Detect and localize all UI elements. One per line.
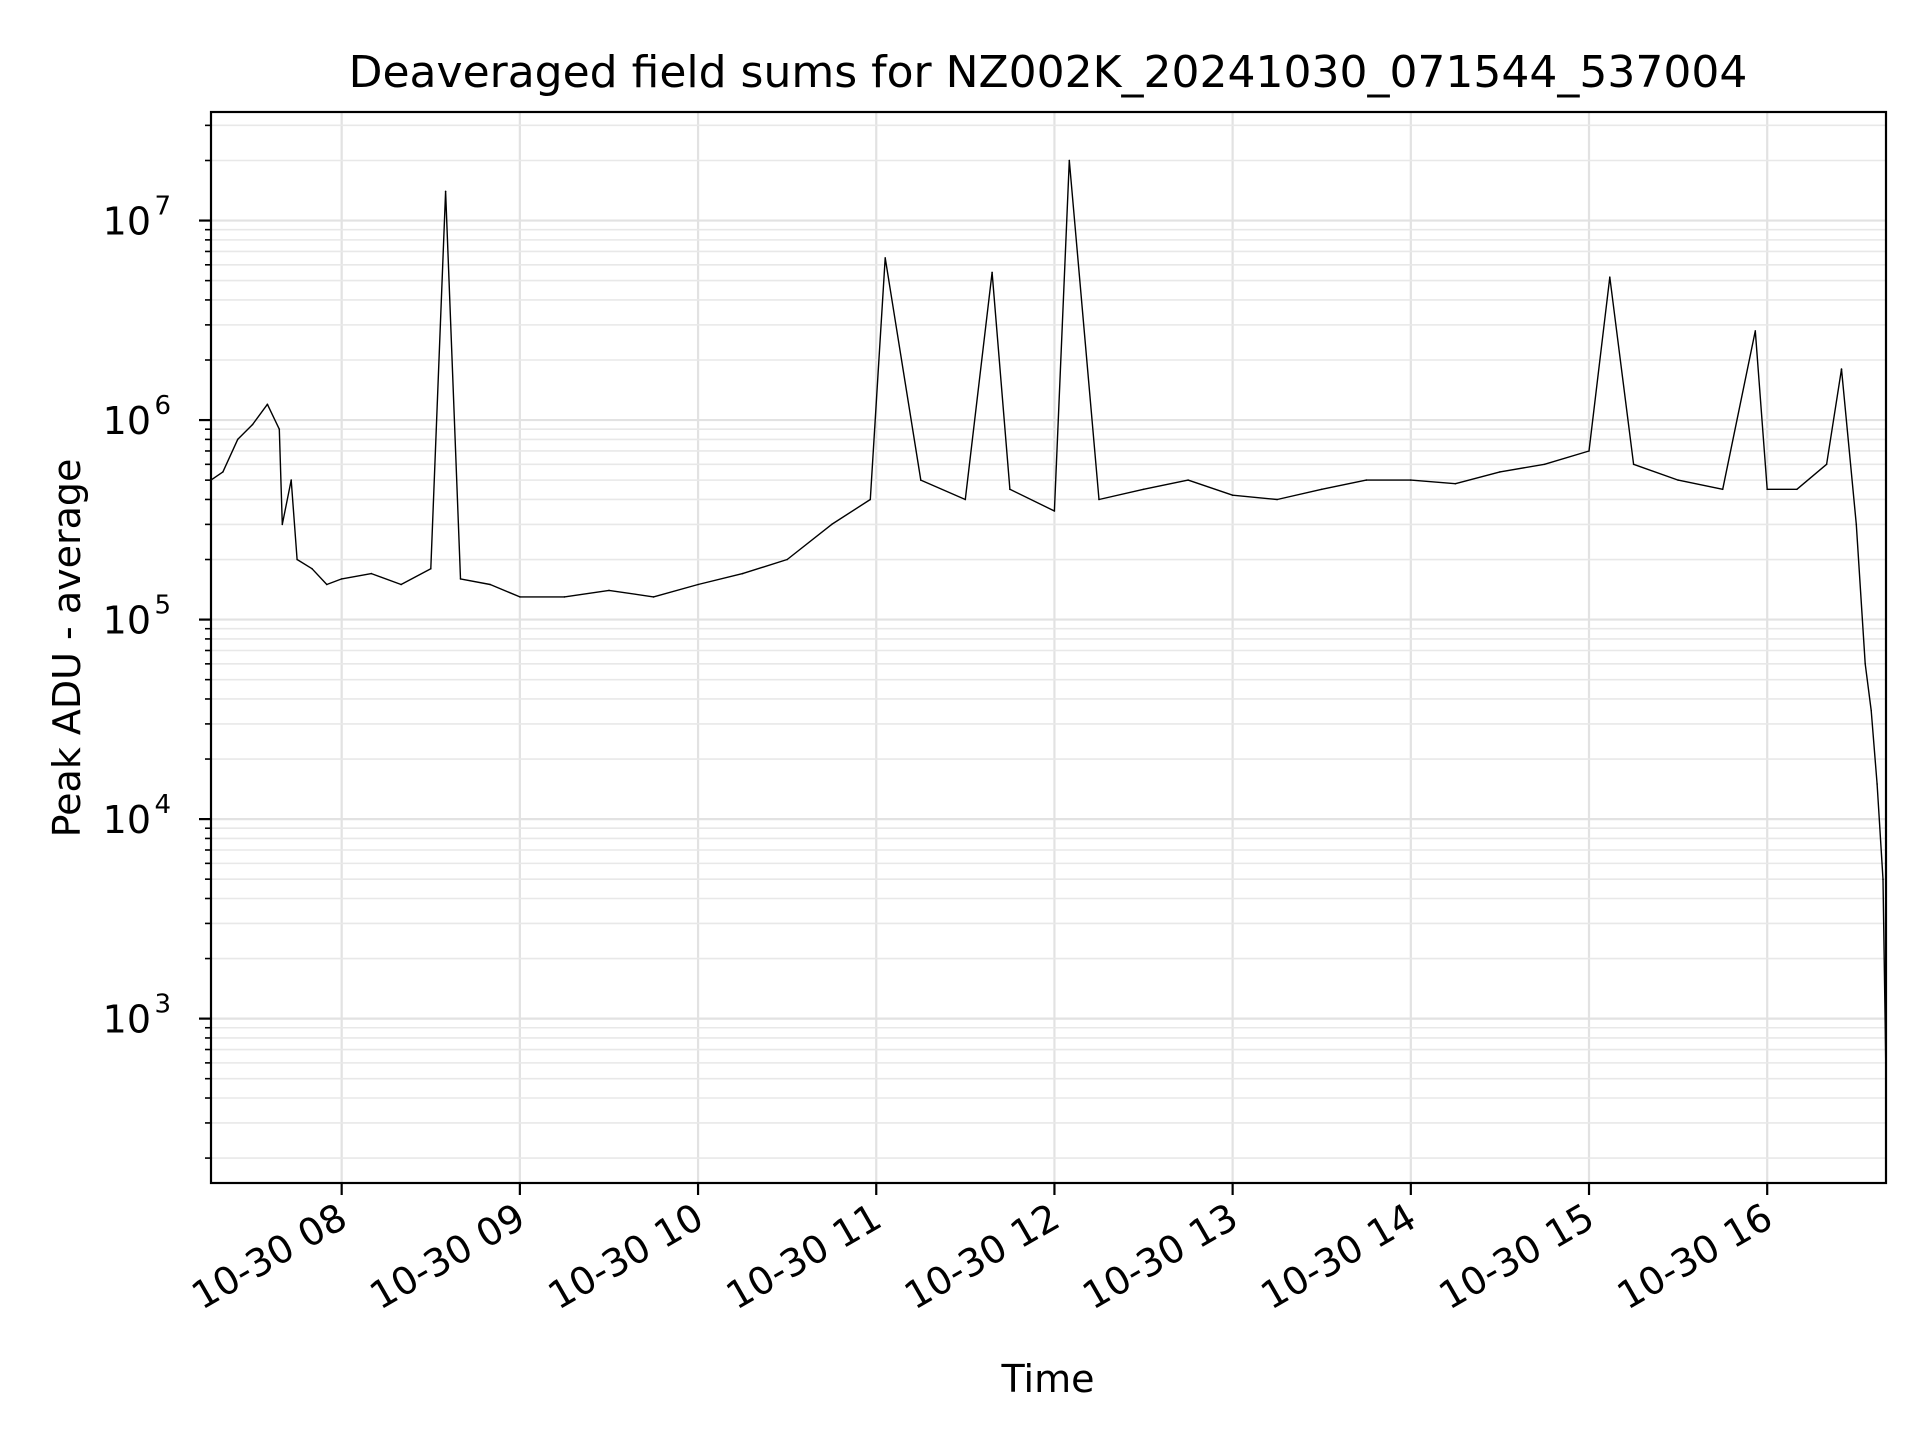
data-point [489,583,492,586]
y-tick-exponent: 7 [154,192,171,222]
x-tick-label: 10-30 11 [719,1195,889,1319]
data-point [1882,878,1884,880]
y-tick-base: 10 [103,200,151,244]
data-point [1009,488,1011,491]
data-point [786,558,788,561]
y-tick-base: 10 [103,998,151,1042]
chart-title: Deaveraged field sums for NZ002K_2024103… [349,47,1748,98]
data-point [920,479,922,481]
data-point [1276,498,1278,501]
data-point [964,498,967,501]
data-point [1142,488,1145,491]
data-point [652,596,655,598]
data-point [251,423,254,426]
data-point [884,257,886,259]
data-point [1825,463,1828,466]
data-point [1876,783,1878,785]
grid-lines [211,112,1886,1183]
data-point [1721,488,1724,491]
y-tick-label: 10 [103,599,151,643]
data-point [563,596,566,598]
data-point [1677,479,1679,481]
data-point [1410,479,1412,481]
y-tick-label: 10 [103,798,151,842]
data-point [1068,159,1071,162]
data-point [1632,463,1635,466]
x-tick-label: 10-30 13 [1075,1195,1245,1319]
y-tick-exponent: 5 [154,591,171,621]
data-point [1231,494,1234,497]
y-tick-exponent: 3 [154,990,171,1020]
data-point [1870,709,1872,712]
x-axis-label: Time [1001,1357,1095,1401]
data-point [326,583,328,586]
data-point [1609,276,1611,279]
y-tick-label: 10 [103,399,151,443]
data-point [1766,488,1768,491]
x-axis: 10-30 08 10-30 09 10-30 10 10-30 11 10-30 12… [184,1183,1780,1318]
y-axis-label: Peak ADU - average [45,459,89,838]
data-point [991,271,993,274]
x-tick-label: 10-30 08 [184,1195,354,1319]
plot-frame [209,110,1888,1185]
data-point [1754,330,1757,332]
x-tick-label: 10-30 15 [1432,1195,1602,1319]
data-point [1543,463,1546,466]
x-tick-label: 10-30 16 [1610,1195,1780,1319]
y-tick-label: 10 [103,998,151,1042]
data-point [1855,523,1858,526]
data-point [340,578,343,580]
data-point [1053,510,1056,512]
data-point [1588,450,1590,452]
data-point [311,567,313,570]
data-point [1454,482,1457,485]
data-point [278,428,281,431]
data-point [370,572,373,575]
y-tick-exponent: 4 [154,790,171,820]
y-tick-base: 10 [103,798,151,842]
series-layer [210,159,1887,1080]
data-point [1365,479,1368,481]
data-point [830,523,833,526]
y-tick-exponent: 6 [154,391,171,421]
data-point [1098,498,1100,501]
data-point [400,583,402,586]
data-point [1187,479,1189,481]
y-tick-label: 10 [103,200,151,244]
x-tick-label: 10-30 12 [897,1195,1067,1319]
y-tick-base: 10 [103,399,151,443]
data-point [290,479,293,481]
x-tick-label: 10-30 09 [362,1195,532,1319]
data-point [222,471,224,473]
x-tick-label: 10-30 14 [1253,1195,1423,1319]
data-point [430,567,432,570]
data-point [459,578,462,580]
data-point [236,438,239,441]
data-point [741,572,744,575]
data-point [444,190,447,193]
data-point [281,523,284,526]
data-point [519,596,521,598]
data-point [608,589,610,592]
y-tick-base: 10 [103,599,151,643]
data-point [1864,663,1866,665]
data-point [1320,488,1323,491]
data-point [1499,471,1501,473]
data-point [869,498,872,501]
x-tick-label: 10-30 10 [541,1195,711,1319]
data-point [1840,368,1843,370]
data-point [1796,488,1798,491]
data-point [697,583,699,586]
data-point [266,403,269,406]
data-point [296,558,298,561]
